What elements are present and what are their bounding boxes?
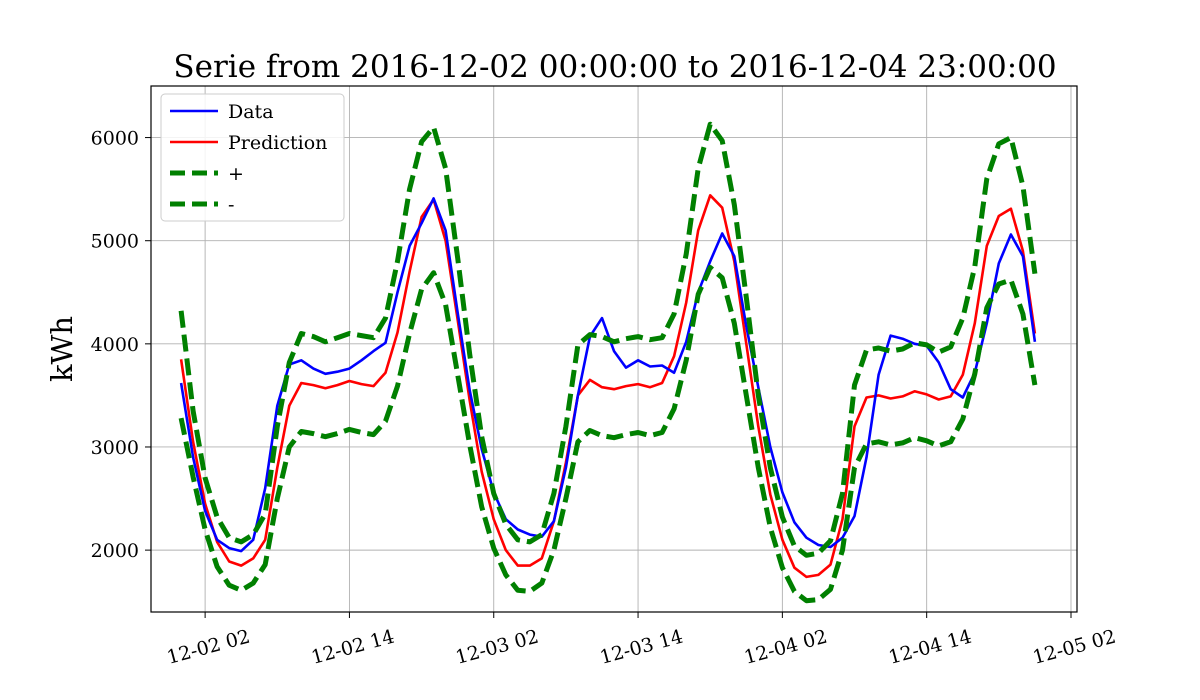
y-tick-label: 4000 <box>91 334 139 356</box>
y-tick-label: 3000 <box>91 437 139 459</box>
y-tick-label: 2000 <box>91 540 139 562</box>
legend-label: - <box>228 194 234 216</box>
y-tick-label: 5000 <box>91 231 139 253</box>
legend: Data Prediction + - <box>160 93 345 222</box>
series-line-prediction <box>179 194 1037 579</box>
legend-label: Data <box>228 101 274 123</box>
legend-label: Prediction <box>228 132 327 154</box>
legend-box <box>160 93 345 222</box>
legend-label: + <box>228 163 244 185</box>
series-line-data <box>179 197 1037 553</box>
y-tick-label: 6000 <box>91 128 139 150</box>
series-group <box>178 121 1038 604</box>
chart-title: Serie from 2016-12-02 00:00:00 to 2016-1… <box>173 49 1056 85</box>
y-axis-label: kWh <box>45 316 79 382</box>
series-line-lower <box>178 265 1038 604</box>
series-line-upper <box>178 121 1038 558</box>
plot-frame <box>150 85 1078 613</box>
